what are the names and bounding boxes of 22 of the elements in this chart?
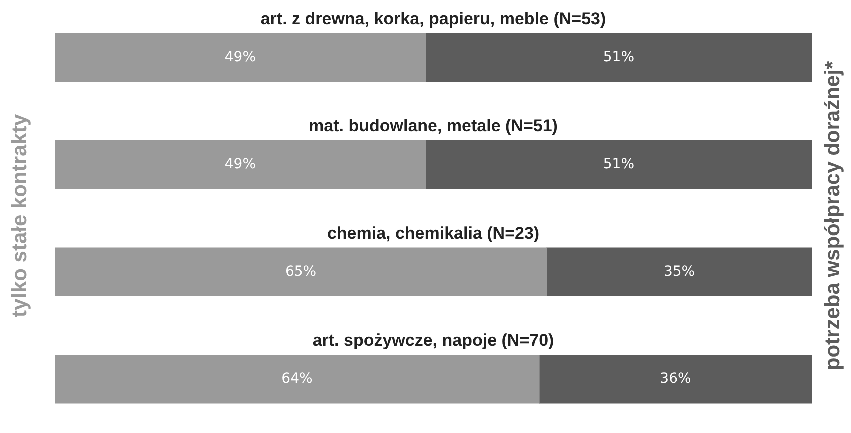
data-label: 51% [603, 156, 635, 173]
y-tick-label: chemia, chemikalia (N=23) [327, 224, 540, 243]
bar [55, 355, 540, 404]
data-label: 35% [664, 264, 696, 280]
text: potrzeba współpracy doraźnej* [821, 61, 846, 371]
y-tick-label: mat. budowlane, metale (N=51) [309, 116, 558, 136]
bar [539, 355, 812, 404]
data-label: 49% [224, 49, 256, 66]
data-label: 51% [603, 49, 635, 66]
bar [55, 248, 548, 296]
data-label: 64% [282, 371, 313, 388]
bar [55, 33, 426, 82]
bar [546, 248, 812, 296]
data-label: 36% [660, 371, 692, 388]
data-label: 65% [285, 264, 317, 280]
y-tick-label: art. z drewna, korka, papieru, meble (N=53) [260, 9, 606, 28]
text: tylko stałe kontrakty [8, 114, 32, 318]
y-tick-label: art. spożywcze, napoje (N=70) [312, 331, 554, 350]
data-label: 49% [224, 156, 256, 173]
bar [426, 33, 812, 82]
bar [426, 140, 812, 190]
bar [55, 140, 426, 190]
